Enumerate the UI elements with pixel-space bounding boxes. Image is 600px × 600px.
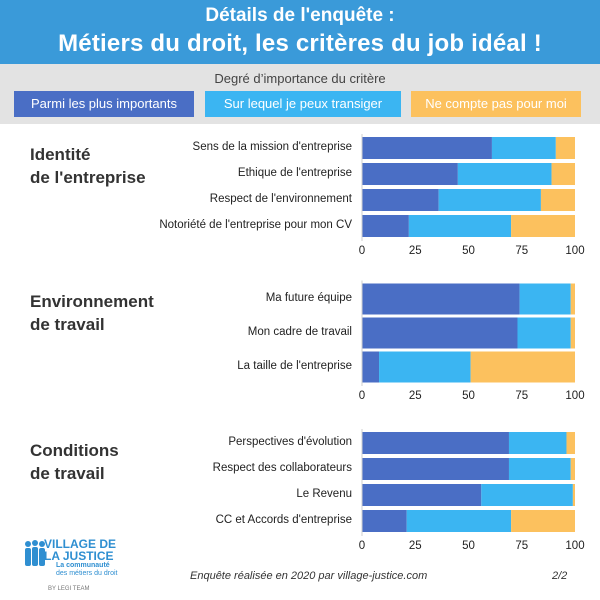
logo-tagline-2: des métiers du droit — [56, 570, 118, 577]
bar-segment — [508, 432, 567, 454]
x-tick-label: 100 — [565, 390, 585, 402]
bar-segment — [570, 317, 575, 349]
bar-segment — [362, 317, 518, 349]
bar-segment — [457, 163, 552, 185]
bar-segment — [572, 484, 575, 506]
category-label: Sens de la mission d'entreprise — [192, 141, 352, 153]
bar-segment — [551, 163, 575, 185]
category-label: Ethique de l'entreprise — [237, 167, 352, 179]
logo-figures-icon — [25, 540, 45, 566]
bar-segment — [408, 215, 512, 237]
bar-segment — [362, 510, 407, 532]
legend: Degré d’importance du critère Parmi les … — [0, 64, 600, 124]
legend-item-most-important: Parmi les plus importants — [14, 91, 194, 117]
bar-segment — [362, 189, 439, 211]
category-label: Respect des collaborateurs — [212, 462, 352, 474]
section-title-line: Environnement — [30, 292, 154, 311]
bar-segment — [511, 510, 575, 532]
bar-segment — [362, 458, 509, 480]
logo-by: BY LEGI TEAM — [48, 586, 90, 592]
header-banner: Détails de l'enquête : Métiers du droit,… — [0, 0, 600, 64]
section-title-line: de travail — [30, 464, 105, 483]
x-tick-label: 25 — [408, 540, 422, 552]
bar-segment — [406, 510, 512, 532]
header-line1: Détails de l'enquête : — [205, 5, 395, 26]
section-title-line: de l'entreprise — [30, 168, 146, 187]
x-tick-label: 50 — [462, 540, 475, 552]
x-tick-label: 100 — [565, 540, 585, 552]
bar-segment — [570, 458, 575, 480]
category-label: La taille de l'entreprise — [237, 360, 352, 372]
section-title-identite: Identité de l'entreprise — [30, 143, 146, 189]
bar-segment — [519, 283, 571, 315]
x-tick-label: 100 — [565, 245, 585, 257]
bar-segment — [362, 351, 380, 383]
bar-segment — [362, 215, 409, 237]
bar-segment — [555, 137, 575, 159]
legend-item-negotiable: Sur lequel je peux transiger — [205, 91, 401, 117]
category-label: Le Revenu — [296, 488, 352, 500]
x-tick-label: 75 — [515, 390, 529, 402]
header-line2: Métiers du droit, les critères du job id… — [58, 30, 542, 57]
x-tick-label: 0 — [358, 540, 366, 552]
bar-segment — [362, 137, 492, 159]
bar-segment — [438, 189, 541, 211]
bar-segment — [540, 189, 575, 211]
section-title-line: Conditions — [30, 441, 119, 460]
x-tick-label: 0 — [358, 390, 366, 402]
page-number: 2/2 — [552, 570, 568, 582]
bar-segment — [362, 432, 509, 454]
x-tick-label: 0 — [358, 245, 366, 257]
section-title-line: Identité — [30, 145, 91, 164]
bar-segment — [362, 283, 520, 315]
bar-segment — [470, 351, 575, 383]
legend-item-not-important: Ne compte pas pour moi — [411, 91, 581, 117]
category-label: Ma future équipe — [265, 292, 352, 304]
x-tick-label: 75 — [515, 540, 529, 552]
bar-segment — [508, 458, 571, 480]
x-tick-label: 50 — [462, 245, 475, 257]
section-title-conditions: Conditions de travail — [30, 439, 119, 485]
bar-segment — [511, 215, 575, 237]
category-label: Perspectives d'évolution — [228, 436, 352, 448]
x-tick-label: 25 — [408, 245, 422, 257]
bar-segment — [517, 317, 571, 349]
x-tick-label: 75 — [515, 245, 529, 257]
logo-text-village: VILLAGE DE — [44, 537, 117, 551]
bar-segment — [570, 283, 575, 315]
bar-segment — [362, 163, 458, 185]
category-label: Notoriété de l'entreprise pour mon CV — [159, 219, 352, 231]
category-label: Respect de l'environnement — [209, 193, 352, 205]
section-title-line: de travail — [30, 315, 105, 334]
bar-segment — [566, 432, 575, 454]
logo-tagline-1: La communauté — [56, 562, 110, 569]
section-title-environnement: Environnement de travail — [30, 290, 154, 336]
bar-segment — [379, 351, 471, 383]
x-tick-label: 50 — [462, 390, 475, 402]
category-label: Mon cadre de travail — [247, 326, 352, 338]
bar-segment — [491, 137, 556, 159]
category-label: CC et Accords d'entreprise — [215, 514, 352, 526]
x-tick-label: 25 — [408, 390, 422, 402]
bar-segment — [481, 484, 573, 506]
logo-text-justice: LA JUSTICE — [44, 549, 114, 563]
bar-segment — [362, 484, 482, 506]
legend-title: Degré d’importance du critère — [214, 71, 386, 86]
footer-note: Enquête réalisée en 2020 par village-jus… — [190, 570, 428, 582]
